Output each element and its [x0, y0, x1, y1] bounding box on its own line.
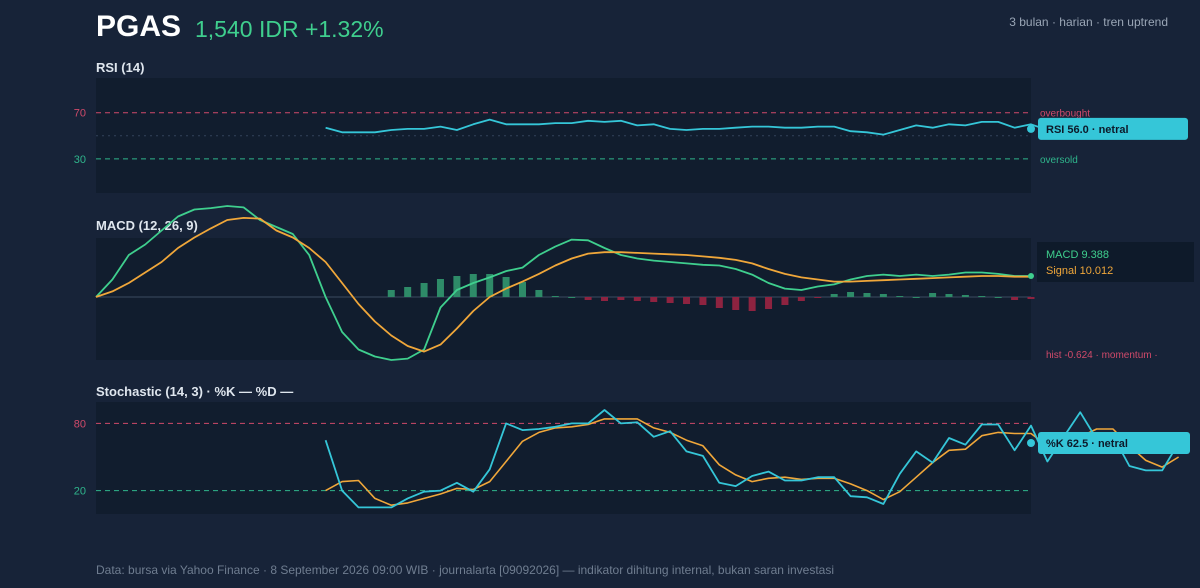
macd-hist-bar — [748, 297, 756, 311]
macd-hist-bar — [830, 293, 838, 297]
macd-hist-bar — [551, 295, 559, 297]
macd-hist-bar — [683, 297, 691, 304]
macd-hist-bar — [781, 297, 789, 305]
macd-title: MACD (12, 26, 9) — [96, 218, 198, 233]
stoch-panel — [96, 402, 1031, 514]
signal-line — [95, 216, 1031, 353]
macd-hist-bar — [978, 295, 986, 297]
macd-hist-bar — [994, 297, 1002, 298]
macd-hist-bar — [633, 297, 641, 302]
stoch-callout-box — [1038, 432, 1190, 454]
macd-hist-bar — [732, 297, 740, 311]
macd-hist-bar — [1011, 297, 1019, 301]
macd-hist-bar — [584, 297, 592, 301]
rsi-callout-box — [1038, 117, 1188, 140]
macd-hist-bar — [929, 292, 937, 297]
macd-hist-bar — [912, 297, 920, 298]
macd-hist-bar — [420, 283, 428, 297]
macd-panel — [96, 238, 1031, 360]
macd-hist-bar — [879, 293, 887, 297]
macd-end-dot — [1028, 273, 1034, 279]
macd-hist-bar — [518, 282, 526, 297]
rsi-line — [325, 118, 1163, 136]
macd-hist-bar — [486, 274, 494, 297]
rsi-panel — [96, 78, 1031, 193]
macd-hist-bar — [568, 297, 576, 298]
macd-hist-bar — [863, 292, 871, 297]
rsi-tick-30: 30 — [74, 154, 86, 166]
stoch-k-line — [324, 409, 1180, 509]
rsi-tick-70: 70 — [74, 108, 86, 120]
macd-hist-bar — [502, 276, 510, 297]
macd-hist-bar — [699, 297, 707, 305]
macd-hist-bar — [765, 297, 773, 310]
macd-line — [95, 205, 1031, 361]
price-change: 1,540 IDR +1.32% — [195, 16, 384, 42]
macd-hist-bar — [404, 286, 412, 297]
macd-hist-bar — [387, 290, 395, 297]
macd-legend-value: MACD 9.388 — [1046, 249, 1109, 261]
macd-hist-bar — [617, 297, 625, 301]
macd-legend-box — [1037, 242, 1194, 282]
macd-hist-bar — [961, 294, 969, 297]
macd-hist-bar — [666, 297, 674, 303]
macd-hist-bar — [650, 297, 658, 302]
macd-hist-bar — [945, 293, 953, 297]
stoch-callout-dot — [1027, 439, 1035, 447]
rsi-title: RSI (14) — [96, 60, 144, 75]
macd-hist-bar — [601, 297, 609, 302]
macd-hist-bar — [535, 290, 543, 297]
macd-hist-bar — [797, 297, 805, 302]
signal-legend-value: Signal 10.012 — [1046, 265, 1113, 277]
macd-hist-bar — [436, 279, 444, 297]
ticker-symbol: PGAS — [96, 10, 182, 43]
macd-hist-bar — [1027, 297, 1035, 300]
stoch-tick-80: 80 — [74, 418, 86, 430]
macd-hist-bar — [814, 297, 822, 299]
hist-legend-value: hist -0.624 · momentum · — [1046, 350, 1158, 361]
stoch-title: Stochastic (14, 3) · %K — %D — — [96, 384, 293, 399]
rsi-callout-dot — [1027, 124, 1035, 133]
rsi-ref-label-overbought: overbought — [1040, 109, 1090, 120]
rsi-ref-label-oversold: oversold — [1040, 155, 1078, 166]
macd-hist-bar — [469, 274, 477, 297]
macd-hist-bar — [896, 295, 904, 297]
stoch-callout-label: %K 62.5 · netral — [1046, 438, 1128, 450]
macd-hist-bar — [847, 292, 855, 297]
footer-source: Data: bursa via Yahoo Finance · 8 Septem… — [96, 563, 834, 577]
rsi-callout-label: RSI 56.0 · netral — [1046, 124, 1129, 136]
macd-hist-bar — [715, 297, 723, 309]
chart-subtitle: 3 bulan · harian · tren uptrend — [1009, 15, 1168, 29]
stoch-tick-20: 20 — [74, 486, 86, 498]
macd-hist-bar — [453, 275, 461, 297]
